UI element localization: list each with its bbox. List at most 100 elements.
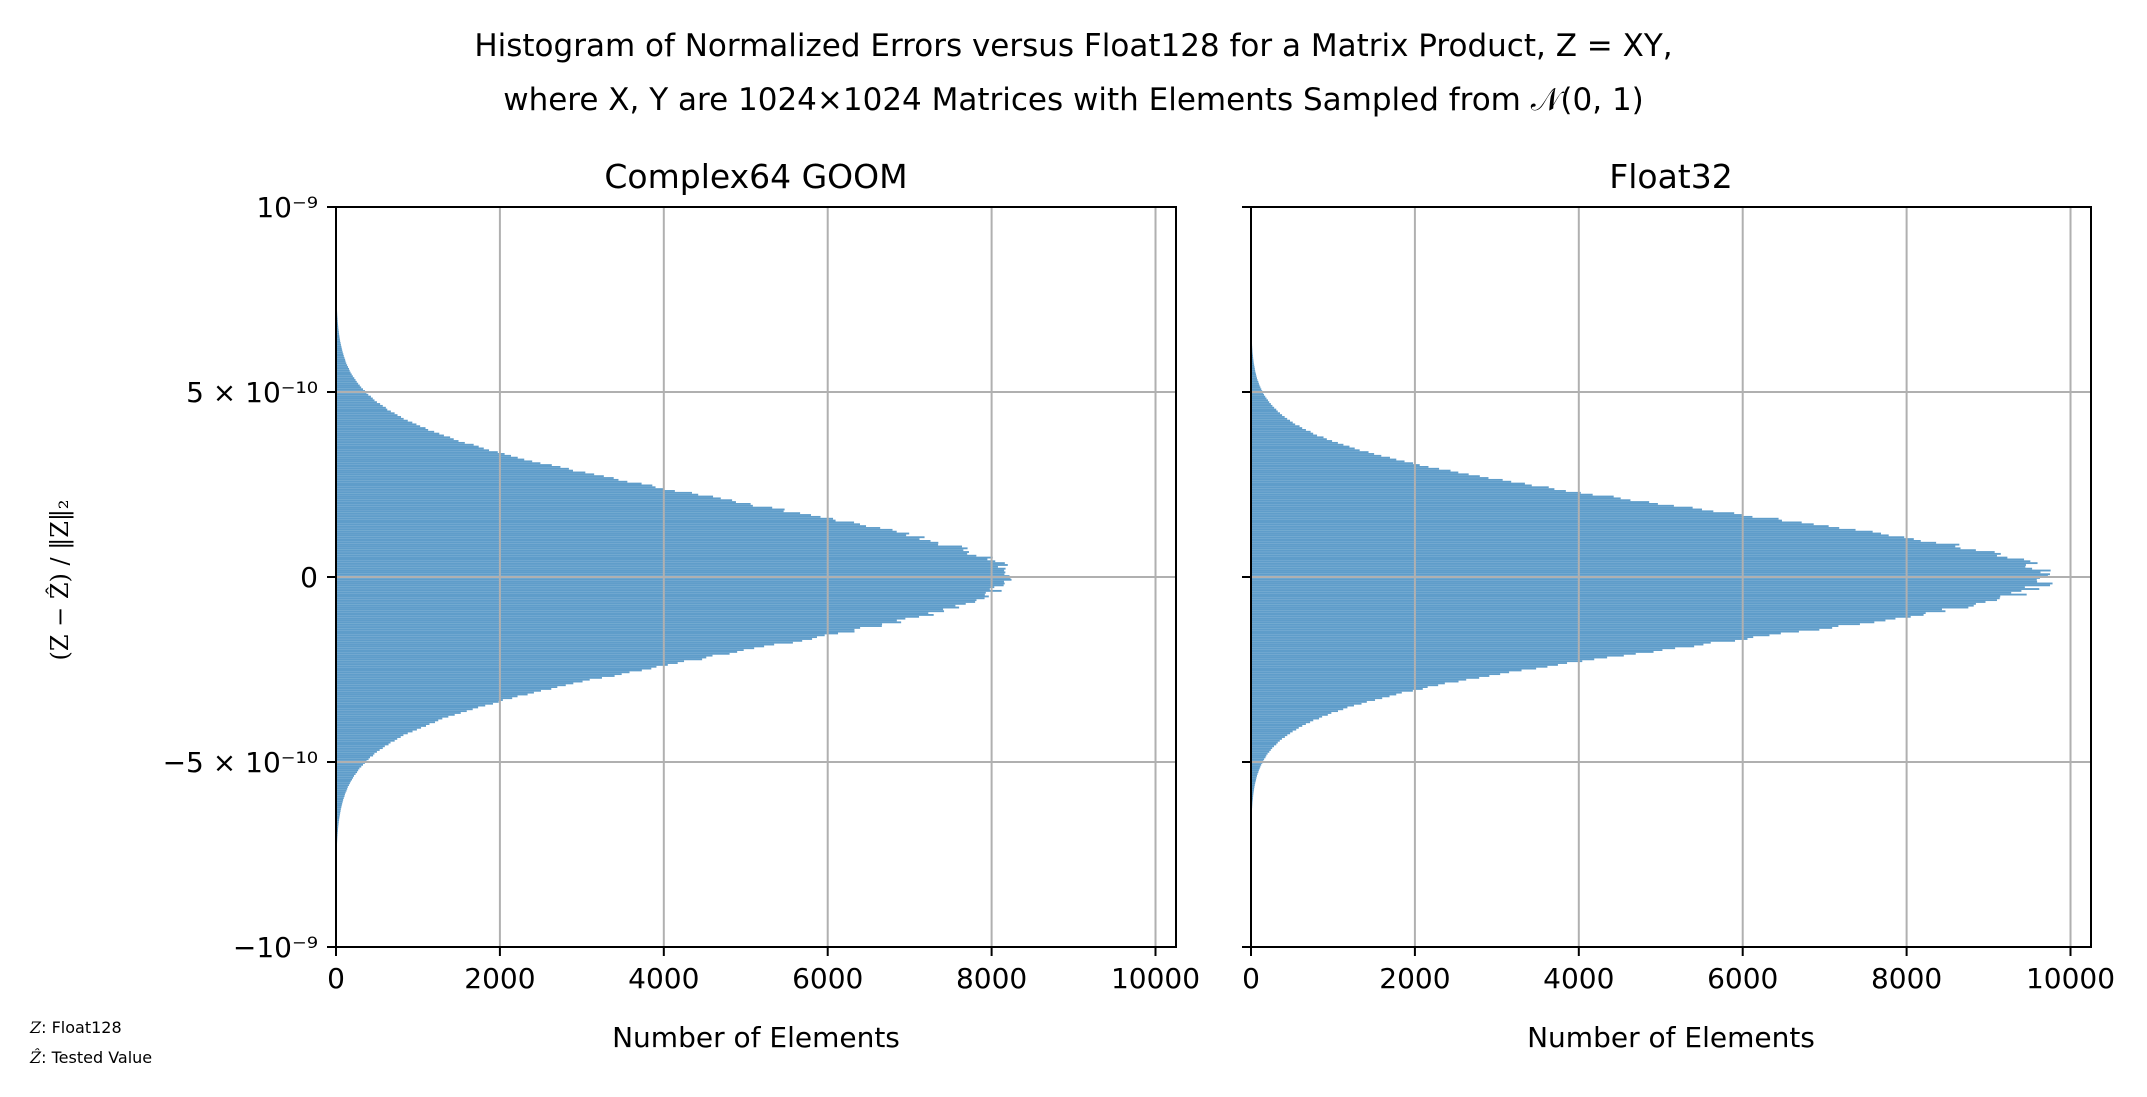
histogram-bar xyxy=(336,554,977,557)
histogram-bar xyxy=(1251,638,1748,640)
histogram-bar xyxy=(1251,769,1259,772)
histogram-bar xyxy=(336,662,678,664)
histogram-bar xyxy=(1251,641,1711,644)
histogram-bar xyxy=(1251,395,1266,398)
histogram-bar xyxy=(336,765,362,768)
histogram-bar xyxy=(1251,460,1405,463)
x-tick-label: 8000 xyxy=(956,962,1027,995)
histogram-bar xyxy=(336,475,604,478)
histogram-bar xyxy=(336,373,352,376)
histogram-bar xyxy=(1251,447,1355,450)
histogram-bar xyxy=(1251,453,1375,455)
histogram-bar xyxy=(336,730,413,733)
histogram-bar xyxy=(336,697,513,700)
histogram-bar xyxy=(336,686,558,688)
histogram-bar xyxy=(336,397,373,400)
histogram-bar xyxy=(336,332,340,335)
histogram-bar xyxy=(336,723,430,725)
histogram-bar xyxy=(1251,364,1255,367)
histogram-bar xyxy=(1251,466,1429,468)
histogram-bar xyxy=(336,638,813,640)
histogram-bar xyxy=(1251,556,2008,559)
histogram-bar xyxy=(1251,593,2027,596)
histogram-bar xyxy=(336,678,590,681)
histogram-bar xyxy=(336,508,785,511)
histogram-bar xyxy=(336,684,566,687)
histogram-bar xyxy=(1251,780,1256,783)
histogram-bar xyxy=(336,634,825,637)
histogram-bar xyxy=(336,441,465,444)
histogram-bar xyxy=(336,811,341,814)
histogram-bar xyxy=(1251,652,1636,655)
histogram-bar xyxy=(1251,589,2022,592)
histogram-bar xyxy=(336,734,404,737)
panel-title: Float32 xyxy=(1609,157,1733,196)
histogram-bar xyxy=(336,417,404,420)
histogram-bar xyxy=(336,534,907,537)
histogram-bar xyxy=(336,778,352,781)
histogram-bar xyxy=(336,673,622,676)
histogram-bar xyxy=(336,763,363,766)
histogram-bar xyxy=(1251,663,1558,666)
histogram-bar xyxy=(1251,708,1344,711)
histogram-bar xyxy=(1251,688,1423,690)
histogram-bar xyxy=(336,469,573,472)
histogram-bar xyxy=(336,430,435,433)
histogram-bar xyxy=(336,656,707,659)
histogram-bar xyxy=(1251,787,1255,790)
histogram-bar xyxy=(336,334,340,337)
histogram-bar xyxy=(336,395,371,398)
histogram-bar xyxy=(1251,793,1254,796)
histogram-bar xyxy=(1251,549,1976,552)
histogram-bar xyxy=(336,691,534,694)
histogram-bar xyxy=(1251,565,2026,568)
histogram-bar xyxy=(336,367,350,370)
histogram-bar xyxy=(336,651,738,653)
histogram-bar xyxy=(336,784,349,787)
histogram-bar xyxy=(336,719,439,722)
histogram-bar xyxy=(336,606,960,609)
histogram-bar xyxy=(1251,423,1296,426)
histogram-bar xyxy=(336,795,345,798)
histogram-bar xyxy=(1251,475,1480,478)
histogram-bar xyxy=(1251,573,2050,576)
histogram-bar xyxy=(1251,443,1344,446)
histogram-bar xyxy=(1251,773,1258,775)
grid xyxy=(1250,206,2091,948)
y-axis-label: (Z − Ẑ) / ‖Z‖₂ xyxy=(45,499,75,660)
histogram-bar xyxy=(336,612,929,614)
histogram-bar xyxy=(1251,647,1676,650)
histogram-bar xyxy=(336,808,341,811)
histogram-bar xyxy=(336,675,615,677)
histogram-bar xyxy=(336,541,939,544)
histogram-bar xyxy=(336,427,426,429)
histogram-bar xyxy=(1251,636,1754,639)
histogram-bar xyxy=(1251,732,1291,735)
histogram-bar xyxy=(1251,434,1318,437)
histogram-bar xyxy=(1251,506,1693,509)
histogram-bar xyxy=(336,741,391,744)
histogram-bar xyxy=(336,797,344,799)
histogram-bar xyxy=(336,806,342,809)
histogram-bar xyxy=(1251,763,1262,766)
histogram-bar xyxy=(336,532,910,535)
x-tick-label: 4000 xyxy=(1543,962,1614,995)
histogram-bar xyxy=(336,486,656,489)
histogram-bar xyxy=(1251,560,2031,563)
histogram-bar xyxy=(1251,366,1255,368)
histogram-bar xyxy=(336,330,339,333)
y-tick-label: 0 xyxy=(300,561,318,594)
histogram-bar xyxy=(1251,480,1512,483)
x-tick-label: 10000 xyxy=(2026,962,2115,995)
grid xyxy=(335,206,1176,948)
histogram-bar xyxy=(336,514,812,516)
histogram-bar xyxy=(336,615,920,618)
histogram-bar xyxy=(1251,684,1439,687)
histogram-bar xyxy=(336,639,803,642)
histogram-bar xyxy=(336,499,733,502)
histogram-bar xyxy=(1251,614,1924,616)
histogram-bar xyxy=(336,399,375,402)
x-tick-label: 4000 xyxy=(628,962,699,995)
histogram-bar xyxy=(1251,639,1736,642)
histogram-bar xyxy=(1251,530,1873,533)
